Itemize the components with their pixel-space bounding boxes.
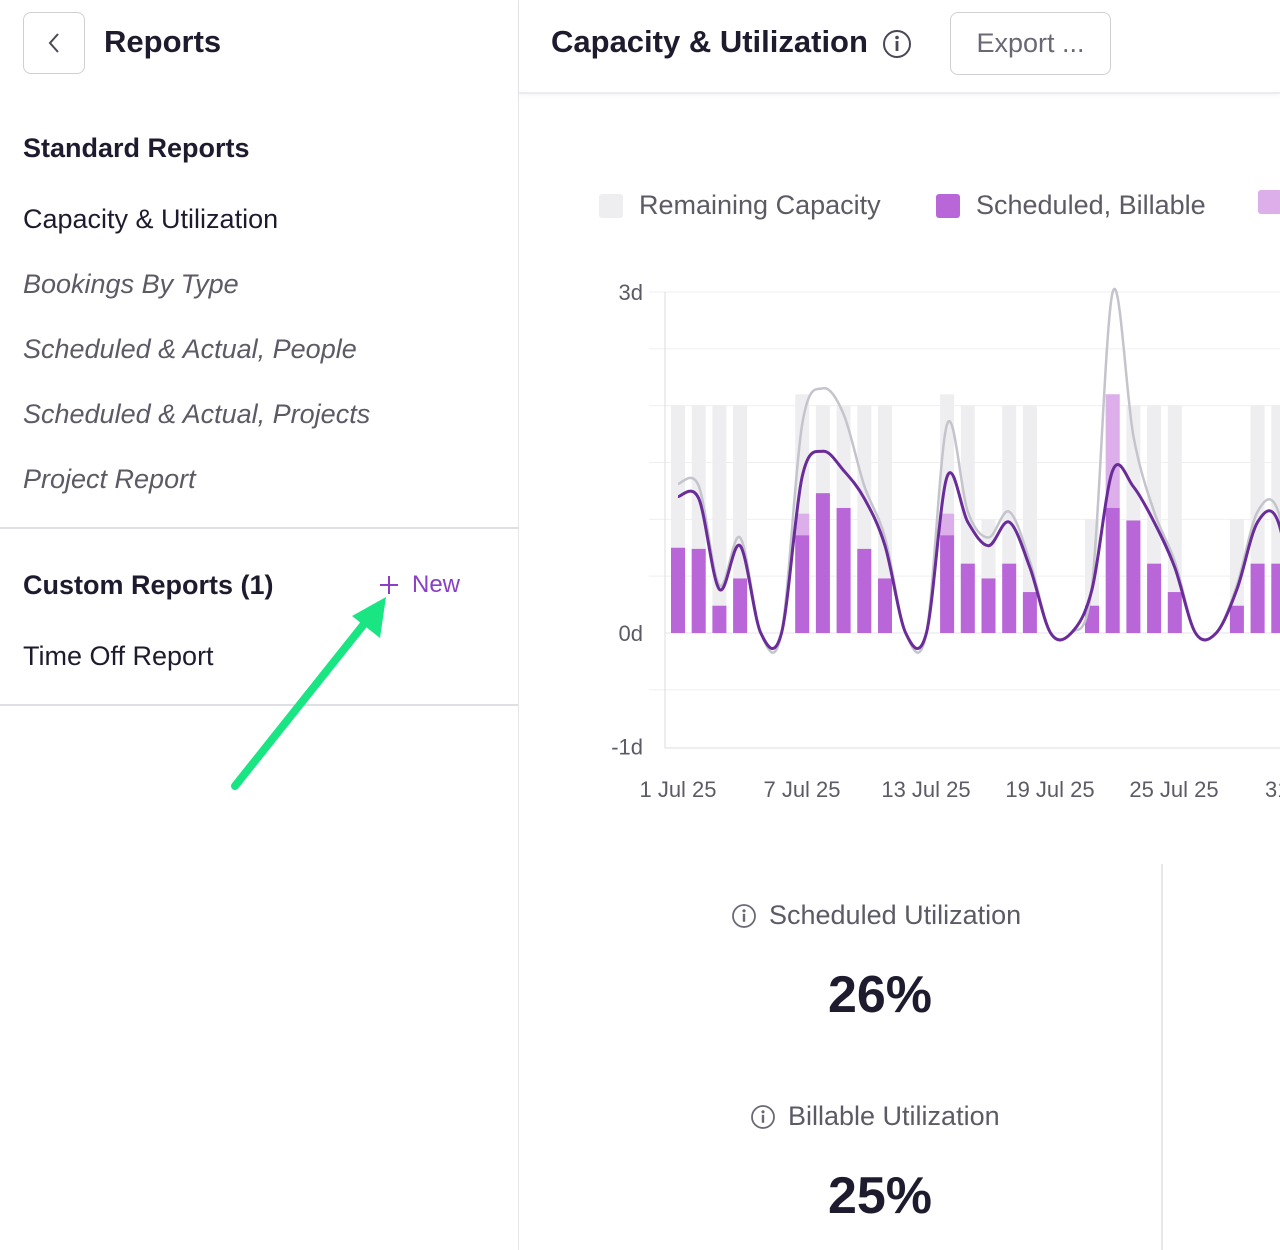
report-item-bookings-by-type[interactable]: Bookings By Type — [23, 269, 239, 299]
bar-scheduled-billable — [1250, 563, 1265, 633]
standard-reports-heading: Standard Reports — [23, 133, 250, 163]
bar-remaining-capacity — [712, 405, 727, 633]
legend-swatch — [599, 193, 623, 218]
back-button[interactable] — [23, 12, 85, 74]
bar-scheduled-billable — [1022, 592, 1037, 633]
info-icon[interactable] — [750, 1104, 776, 1130]
legend-scheduled-billable[interactable]: Scheduled, Billable — [936, 190, 1206, 221]
bar-scheduled-billable — [940, 535, 955, 633]
new-report-label: New — [412, 571, 461, 598]
info-icon[interactable] — [881, 28, 913, 60]
bar-scheduled-billable — [712, 605, 727, 633]
legend-swatch — [1258, 190, 1280, 214]
stats-divider — [1161, 864, 1163, 1250]
legend-remaining-capacity[interactable]: Remaining Capacity — [599, 190, 881, 221]
bar-remaining-capacity — [1229, 519, 1244, 633]
sidebar-divider-bottom — [0, 704, 518, 706]
bar-scheduled-billable — [1229, 605, 1244, 633]
plus-icon — [380, 576, 398, 594]
x-tick-label: 25 Jul 25 — [1129, 777, 1218, 802]
bar-scheduled-billable — [878, 578, 892, 633]
bar-scheduled-billable — [1147, 563, 1162, 633]
report-item-time-off-report[interactable]: Time Off Report — [23, 641, 214, 671]
report-item-project-report[interactable]: Project Report — [23, 464, 196, 494]
bar-scheduled-billable — [815, 493, 830, 633]
bar-remaining-capacity — [878, 405, 892, 633]
bar-scheduled-billable — [1271, 563, 1280, 633]
x-tick-label: 7 Jul 25 — [763, 777, 840, 802]
bar-remaining-capacity — [733, 405, 748, 633]
sidebar-divider — [0, 527, 518, 529]
export-button[interactable]: Export ... — [950, 12, 1111, 75]
bar-scheduled-nonbillable — [940, 513, 955, 536]
bar-scheduled-billable — [733, 578, 748, 633]
bar-scheduled-billable — [836, 507, 851, 633]
legend-scheduled-nonbillable[interactable] — [1258, 190, 1280, 214]
reports-sidebar: Reports Standard Reports Capacity & Util… — [0, 0, 519, 1250]
report-header: Capacity & Utilization Export ... — [519, 0, 1280, 94]
bar-scheduled-billable — [981, 578, 996, 633]
chevron-left-icon — [48, 33, 59, 53]
scheduled-utilization-value: 26% — [827, 966, 933, 1024]
scheduled-total-line — [677, 287, 1280, 654]
y-tick-label: 0d — [619, 621, 643, 646]
bar-scheduled-billable — [1105, 507, 1120, 633]
y-tick-label: -1d — [611, 735, 643, 760]
bar-scheduled-billable — [671, 547, 685, 633]
billable-utilization-label: Billable Utilization — [750, 1101, 1000, 1132]
y-tick-label: 3d — [619, 280, 643, 305]
x-tick-label: 31 — [1265, 777, 1280, 802]
page-title: Capacity & Utilization — [551, 24, 868, 59]
scheduled-utilization-label: Scheduled Utilization — [731, 900, 1021, 931]
report-item-scheduled-actual-people[interactable]: Scheduled & Actual, People — [23, 334, 357, 364]
bar-scheduled-billable — [1126, 520, 1141, 633]
sidebar-title: Reports — [104, 24, 222, 59]
stat-label-text: Billable Utilization — [788, 1101, 1000, 1131]
info-icon[interactable] — [731, 903, 757, 929]
bar-scheduled-nonbillable — [795, 513, 810, 536]
bar-scheduled-billable — [960, 563, 975, 633]
report-item-capacity-utilization[interactable]: Capacity & Utilization — [23, 204, 279, 234]
legend-label: Scheduled, Billable — [976, 190, 1206, 220]
custom-reports-heading: Custom Reports (1) — [23, 570, 274, 600]
stat-label-text: Scheduled Utilization — [769, 900, 1022, 930]
billable-trend-line — [677, 449, 1280, 650]
bar-scheduled-billable — [857, 548, 872, 633]
new-report-button[interactable]: New — [378, 569, 460, 601]
bar-scheduled-billable — [1167, 592, 1182, 633]
legend-label: Remaining Capacity — [639, 190, 881, 220]
billable-utilization-value: 25% — [827, 1167, 933, 1225]
bar-scheduled-billable — [1002, 563, 1017, 633]
x-tick-label: 13 Jul 25 — [881, 777, 970, 802]
bar-scheduled-billable — [691, 548, 706, 633]
report-item-scheduled-actual-projects[interactable]: Scheduled & Actual, Projects — [23, 399, 371, 429]
x-tick-label: 1 Jul 25 — [639, 777, 716, 802]
bar-scheduled-billable — [795, 535, 810, 633]
x-tick-label: 19 Jul 25 — [1005, 777, 1094, 802]
capacity-chart: 3d 0d -1d 1 Jul 25 7 Jul 25 13 Jul 25 19 Jul 2… — [611, 280, 1280, 802]
legend-swatch — [936, 193, 960, 218]
